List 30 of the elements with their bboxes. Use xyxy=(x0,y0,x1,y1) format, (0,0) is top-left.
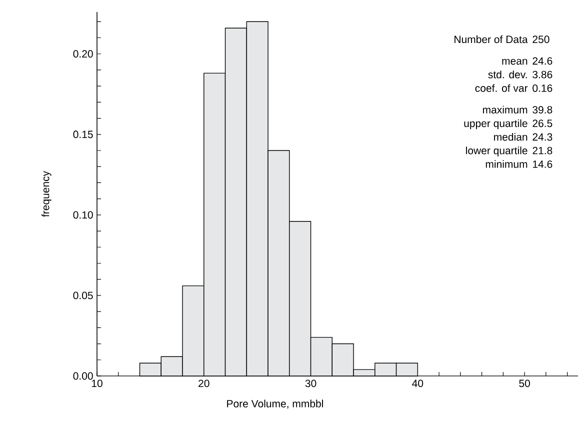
annotation: median xyxy=(494,132,528,141)
x-tick-label: 30 xyxy=(305,380,316,388)
x-tick-label: 20 xyxy=(198,380,210,388)
y-tick-label: 0.05 xyxy=(73,292,93,300)
annotation: Number of Data xyxy=(454,35,528,44)
x-tick-label: 50 xyxy=(519,380,530,388)
annotation: 0.16 xyxy=(532,84,552,92)
annotation: 14.6 xyxy=(533,160,552,168)
annotation: 39.8 xyxy=(532,106,552,114)
annotation: 24.6 xyxy=(532,57,552,65)
x-tick-label: 40 xyxy=(412,380,424,388)
y-tick-label: 0.10 xyxy=(73,211,93,219)
annotation: minimum xyxy=(486,160,528,168)
x-axis-title: Pore Volume, mmbbl xyxy=(227,400,323,409)
y-tick-label: 0.15 xyxy=(73,130,93,138)
annotation: maximum xyxy=(482,106,528,114)
annotation: upper quartile xyxy=(464,119,528,130)
annotation: 24.3 xyxy=(532,133,552,141)
annotation: 250 xyxy=(532,36,550,44)
y-axis-title: frequency xyxy=(42,170,52,217)
x-tick-label: 10 xyxy=(92,380,102,388)
annotation: std. dev. xyxy=(488,70,527,78)
y-tick-label: 0.00 xyxy=(73,372,93,380)
annotation: coef. of var xyxy=(475,84,528,92)
y-tick-label: 0.20 xyxy=(73,50,93,58)
annotation: lower quartile xyxy=(466,146,528,156)
annotation: 21.8 xyxy=(532,146,552,154)
annotation: 3.86 xyxy=(532,70,552,78)
annotation: 26.5 xyxy=(532,120,552,128)
annotation: mean xyxy=(502,58,528,65)
